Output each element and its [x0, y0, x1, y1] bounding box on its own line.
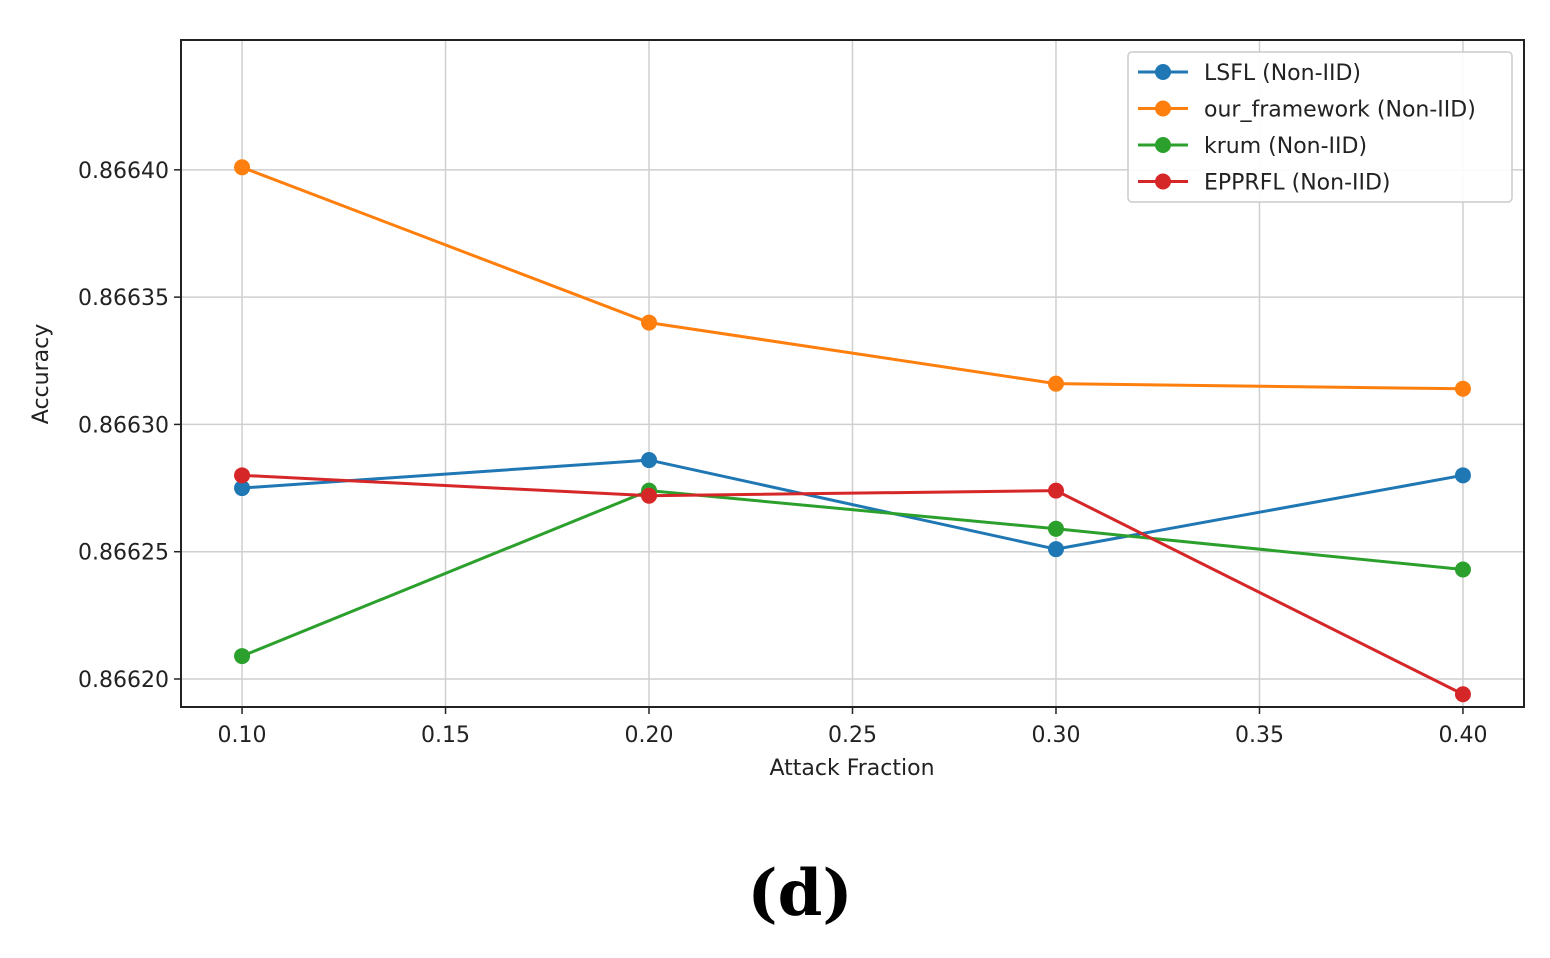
data-point [1047, 520, 1064, 537]
legend-label: krum (Non-IID) [1204, 134, 1367, 159]
x-axis-label: Attack Fraction [769, 756, 934, 781]
legend-entry: krum (Non-IID) [1138, 134, 1367, 159]
x-tick-label: 0.20 [625, 723, 674, 748]
legend-marker [1155, 100, 1171, 117]
y-tick-label: 0.86620 [78, 668, 169, 693]
series-line [241, 473, 1464, 696]
data-point [641, 314, 658, 331]
y-axis-ticks: 0.86620 0.86625 0.86630 0.86635 0.86640 [78, 159, 181, 693]
legend-label: EPPRFL (Non-IID) [1204, 171, 1391, 196]
data-point [1454, 686, 1471, 703]
data-point [1047, 482, 1064, 499]
legend-box [1127, 51, 1513, 203]
x-tick-label: 0.15 [421, 723, 470, 748]
panel-label: (d) [747, 856, 852, 931]
x-tick-label: 0.10 [218, 723, 267, 748]
data-point [641, 487, 658, 504]
legend-entry: our_framework (Non-IID) [1138, 98, 1476, 123]
data-point [1454, 467, 1471, 484]
legend-marker [1155, 137, 1171, 153]
series-1 [234, 452, 1471, 558]
legend-marker [1155, 173, 1171, 190]
legend-entry: LSFL (Non-IID) [1138, 61, 1361, 86]
y-tick-label: 0.86640 [78, 159, 169, 184]
series-lines [234, 159, 1471, 703]
y-axis-label: Accuracy [29, 324, 54, 424]
x-tick-label: 0.30 [1031, 723, 1080, 748]
y-tick-label: 0.86630 [78, 413, 169, 438]
data-point [234, 480, 251, 497]
legend-label: LSFL (Non-IID) [1204, 61, 1361, 86]
data-point [1047, 541, 1064, 558]
data-point [234, 159, 251, 176]
data-point [234, 467, 251, 484]
y-tick-label: 0.86625 [78, 541, 169, 566]
data-point [234, 648, 251, 665]
series-line [241, 165, 1463, 391]
legend: LSFL (Non-IID) our_framework (Non-IID) kru… [1127, 51, 1513, 203]
legend-marker [1155, 64, 1171, 80]
x-tick-label: 0.40 [1438, 723, 1487, 748]
x-tick-label: 0.25 [828, 723, 877, 748]
series-2 [234, 159, 1471, 397]
data-point [1454, 561, 1471, 578]
x-axis-ticks: 0.10 0.15 0.20 0.25 0.30 0.35 0.40 [218, 707, 1487, 748]
series-line [241, 458, 1464, 551]
data-point [641, 452, 658, 469]
data-point [1454, 380, 1471, 397]
y-tick-label: 0.86635 [78, 286, 169, 311]
series-4 [234, 467, 1471, 703]
legend-entry: EPPRFL (Non-IID) [1138, 171, 1391, 196]
data-point [1047, 375, 1064, 392]
series-line [241, 489, 1464, 658]
legend-label: our_framework (Non-IID) [1204, 98, 1476, 123]
x-tick-label: 0.35 [1235, 723, 1284, 748]
